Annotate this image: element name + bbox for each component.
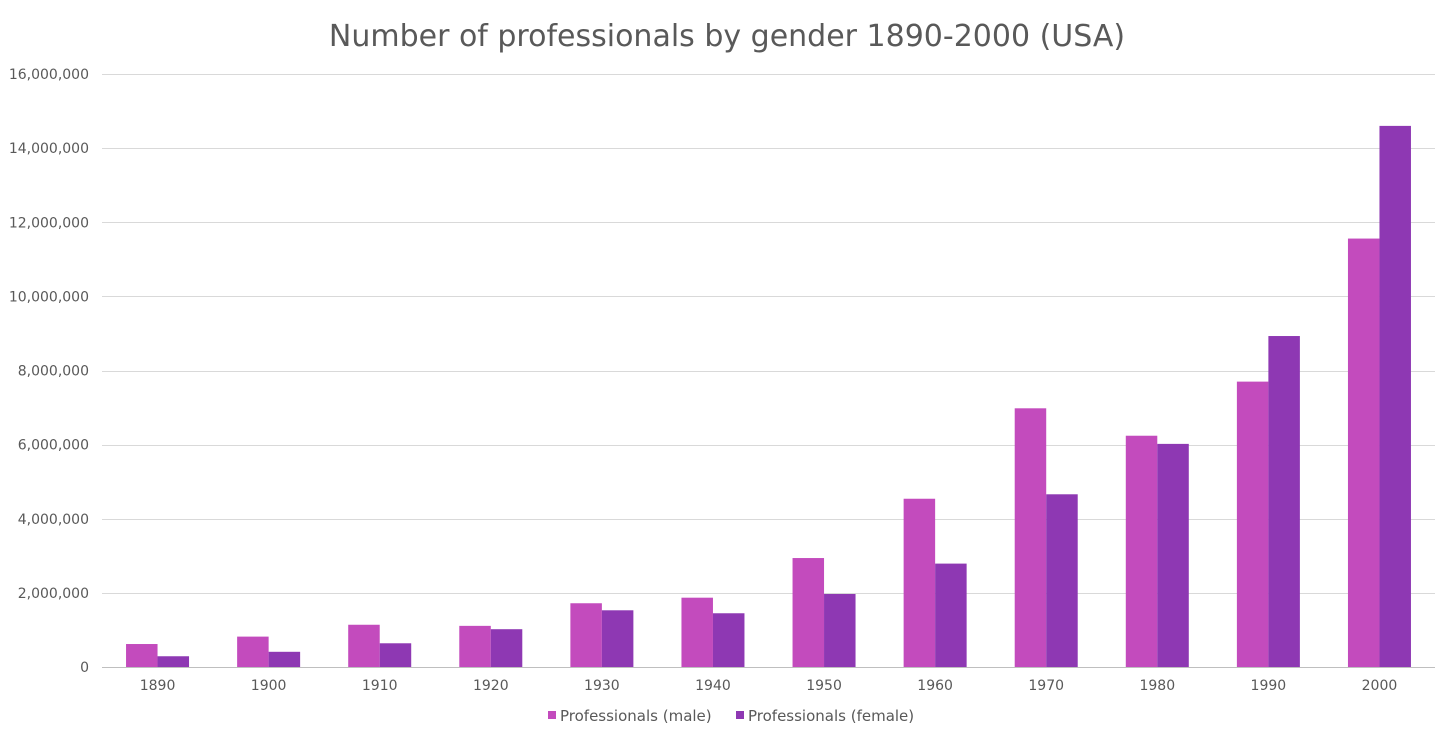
bar-female-1920 bbox=[490, 629, 523, 667]
bar-female-1910 bbox=[379, 643, 412, 667]
y-tick-label: 4,000,000 bbox=[18, 512, 89, 528]
bar-male-1970 bbox=[1014, 408, 1047, 667]
bar-male-1940 bbox=[681, 597, 713, 667]
legend: Professionals (male) Professionals (femal… bbox=[548, 707, 914, 725]
bar-female-1890 bbox=[157, 656, 190, 667]
bar-female-1990 bbox=[1268, 336, 1300, 667]
x-tick-label: 1960 bbox=[917, 678, 953, 694]
y-tick-label: 16,000,000 bbox=[9, 67, 89, 83]
bar-male-1910 bbox=[348, 624, 380, 667]
bar-male-1920 bbox=[459, 625, 491, 667]
x-tick-label: 1930 bbox=[584, 678, 620, 694]
y-tick-label: 0 bbox=[80, 660, 89, 676]
y-tick-label: 2,000,000 bbox=[18, 586, 89, 602]
bar-female-1980 bbox=[1157, 443, 1189, 667]
bar-male-1950 bbox=[792, 558, 825, 667]
y-tick-label: 8,000,000 bbox=[18, 364, 89, 380]
x-tick-label: 1900 bbox=[251, 678, 287, 694]
x-tick-label: 1970 bbox=[1028, 678, 1064, 694]
bar-male-1930 bbox=[570, 603, 602, 667]
bar-male-1890 bbox=[126, 644, 158, 667]
x-tick-label: 2000 bbox=[1362, 678, 1398, 694]
bar-female-1900 bbox=[268, 651, 301, 667]
bar-male-1990 bbox=[1236, 381, 1269, 667]
x-tick-label: 1950 bbox=[806, 678, 842, 694]
x-axis-ticks: 1890 1900 1910 1920 1930 1940 1950 1960 1970 1980… bbox=[140, 678, 1398, 694]
bar-female-1940 bbox=[712, 613, 745, 667]
bar-male-1960 bbox=[903, 498, 936, 667]
y-tick-label: 14,000,000 bbox=[9, 141, 89, 157]
bar-female-1950 bbox=[824, 593, 856, 667]
legend-swatch-male bbox=[548, 711, 556, 719]
x-tick-label: 1910 bbox=[362, 678, 398, 694]
legend-swatch-female bbox=[736, 711, 744, 719]
bar-female-1960 bbox=[935, 563, 967, 667]
legend-label-male: Professionals (male) bbox=[560, 707, 712, 725]
y-tick-label: 6,000,000 bbox=[18, 438, 89, 454]
bar-male-1980 bbox=[1125, 435, 1158, 667]
grid-layer: 0 2,000,000 4,000,000 6,000,000 8,000,000 10,… bbox=[9, 67, 1435, 676]
bar-male-1900 bbox=[237, 636, 269, 667]
y-tick-label: 10,000,000 bbox=[9, 289, 89, 305]
bar-female-1970 bbox=[1046, 494, 1078, 667]
chart-title: Number of professionals by gender 1890-2… bbox=[329, 19, 1125, 54]
x-tick-label: 1990 bbox=[1251, 678, 1287, 694]
bar-female-1930 bbox=[601, 610, 634, 667]
bar-male-2000 bbox=[1347, 238, 1380, 667]
x-tick-label: 1940 bbox=[695, 678, 731, 694]
x-tick-label: 1980 bbox=[1139, 678, 1175, 694]
x-tick-label: 1890 bbox=[140, 678, 176, 694]
bars-layer bbox=[126, 125, 1411, 667]
y-tick-label: 12,000,000 bbox=[9, 215, 89, 231]
bar-female-2000 bbox=[1379, 125, 1411, 667]
x-tick-label: 1920 bbox=[473, 678, 509, 694]
legend-label-female: Professionals (female) bbox=[748, 707, 914, 725]
